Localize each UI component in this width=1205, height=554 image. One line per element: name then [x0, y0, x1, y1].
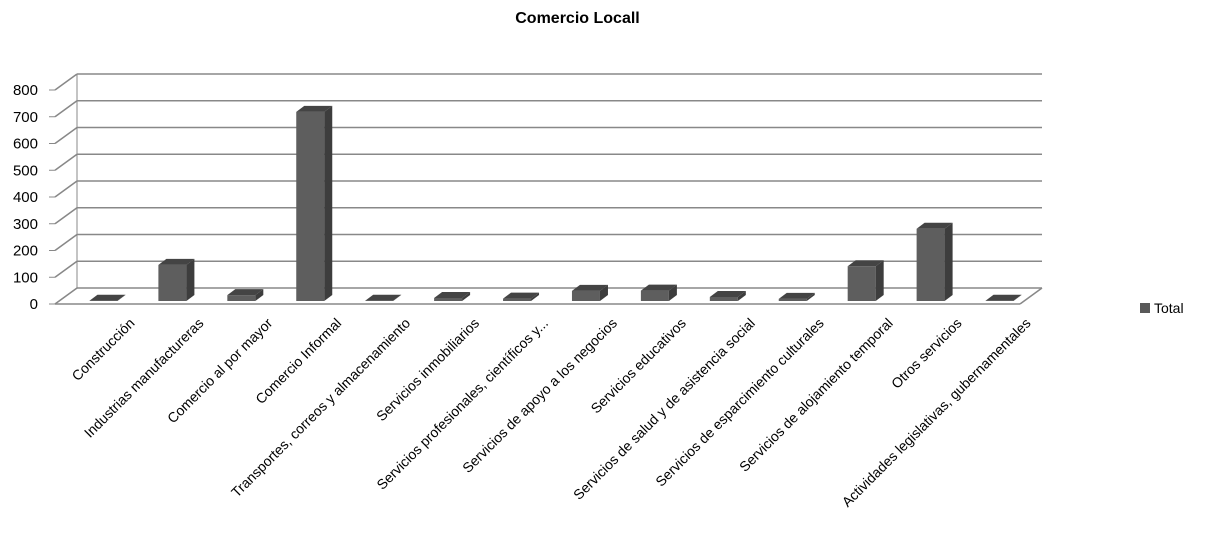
gridline-diagonal [54, 73, 78, 91]
x-tick-label: Otros servicios [888, 315, 965, 392]
gridline-diagonal [54, 180, 78, 198]
bar [640, 284, 677, 301]
gridline-diagonal [54, 153, 78, 171]
y-tick-label: 100 [13, 269, 38, 286]
y-tick-label: 300 [13, 216, 38, 233]
bar [778, 292, 815, 301]
y-tick-label: 600 [13, 136, 38, 153]
bar [847, 260, 884, 301]
bar [571, 284, 608, 301]
legend-label-total: Total [1154, 300, 1184, 316]
bar [503, 292, 540, 301]
gridline-diagonal [54, 260, 78, 278]
chart-title: Comercio Locall [515, 10, 640, 27]
gridline-diagonal [54, 233, 78, 252]
bar [434, 292, 471, 301]
x-tick-label: Construcción [68, 315, 137, 384]
gridline-diagonal [54, 287, 78, 305]
x-tick-label: Industrias manufactureras [81, 315, 207, 441]
y-tick-label: 0 [30, 296, 38, 313]
y-tick-label: 500 [13, 162, 38, 179]
bar [89, 294, 126, 301]
y-tick-label: 800 [13, 82, 38, 99]
x-tick-label: Servicios de alojamiento temporal [736, 315, 896, 475]
bar [158, 258, 195, 301]
bar [365, 294, 402, 301]
legend-swatch-total [1140, 303, 1150, 313]
bar [916, 222, 953, 301]
gridline-diagonal [54, 207, 78, 225]
y-tick-label: 400 [13, 189, 38, 206]
bar [709, 290, 746, 301]
y-tick-label: 700 [13, 109, 38, 126]
bars [89, 105, 1022, 301]
legend: Total [1140, 300, 1184, 316]
gridline-diagonal [54, 126, 78, 145]
y-axis-ticks: 0 100 200 300 400 500 600 700 800 [13, 82, 38, 313]
bar [985, 294, 1022, 301]
gridline-diagonal [54, 100, 78, 118]
bar [296, 105, 333, 301]
bar [227, 289, 264, 301]
gridlines [49, 73, 1043, 305]
y-tick-label: 200 [13, 243, 38, 260]
